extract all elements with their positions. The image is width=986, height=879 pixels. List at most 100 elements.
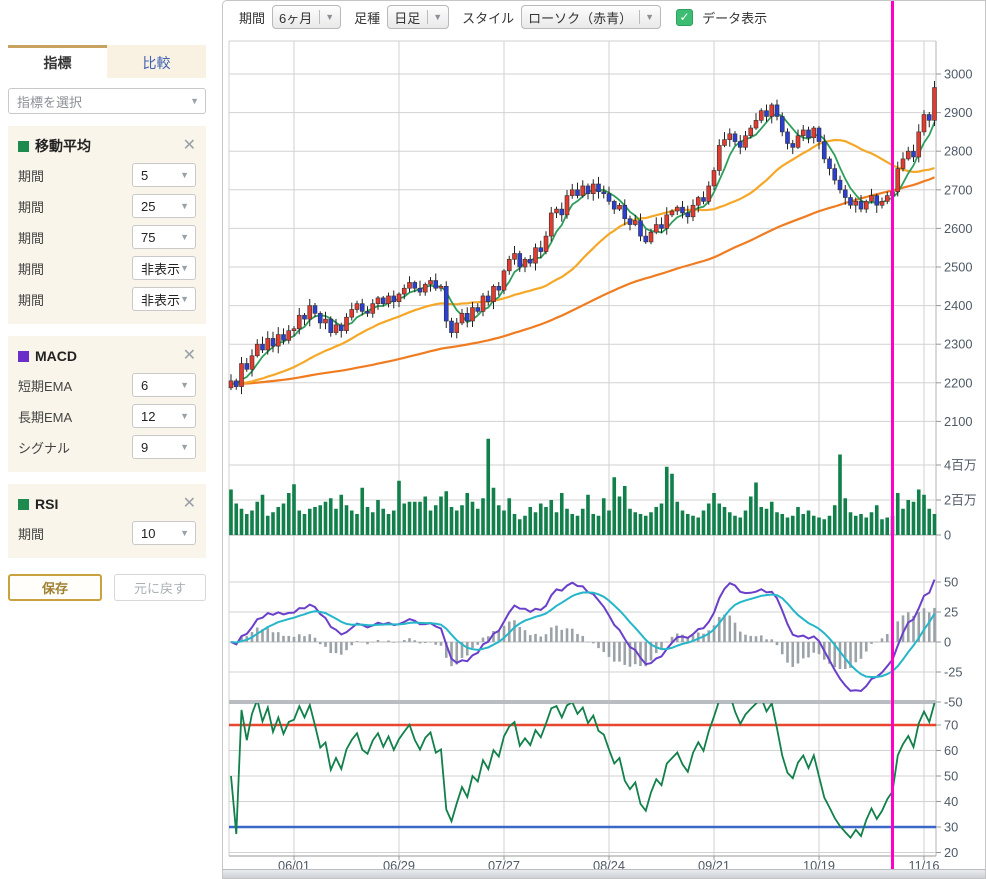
chevron-down-icon: ▼ xyxy=(180,170,189,180)
macd-fast-label: 短期EMA xyxy=(18,378,73,394)
macd-signal-label: シグナル xyxy=(18,440,71,456)
close-icon[interactable]: ✕ xyxy=(182,495,196,512)
svg-text:-25: -25 xyxy=(944,665,963,680)
period-label: 期間 xyxy=(239,10,266,26)
svg-text:2200: 2200 xyxy=(944,375,972,390)
close-icon[interactable]: ✕ xyxy=(182,137,196,154)
chevron-down-icon: ▼ xyxy=(325,12,335,22)
panel-rsi: RSI ✕ 期間 10 ▼ xyxy=(8,484,206,558)
rsi-period-label: 期間 xyxy=(18,526,45,542)
check-icon: ✓ xyxy=(679,10,690,24)
svg-text:50: 50 xyxy=(944,769,958,784)
close-icon[interactable]: ✕ xyxy=(182,347,196,364)
ma-period-1-value: 5 xyxy=(141,167,149,183)
sidebar-buttons: 保存 元に戻す xyxy=(8,574,206,601)
svg-text:3000: 3000 xyxy=(944,67,972,82)
sidebar-tabs: 指標 比較 xyxy=(8,45,206,78)
svg-text:4百万: 4百万 xyxy=(944,458,977,473)
ma-period-5-label: 期間 xyxy=(18,292,45,308)
chart-toolbar: 期間 6ヶ月 ▼ 足種 日足 ▼ スタイル ローソク（赤青） ▼ ✓ データ表示 xyxy=(223,1,985,33)
panel-macd: MACD ✕ 短期EMA 6 ▼ 長期EMA 12 ▼ シグナル 9 ▼ xyxy=(8,336,206,472)
indicator-select[interactable]: 指標を選択 ▼ xyxy=(8,88,206,114)
svg-text:0: 0 xyxy=(944,528,951,543)
divider xyxy=(639,10,641,24)
ma-period-3-select[interactable]: 75 ▼ xyxy=(132,225,196,249)
candle-type-select[interactable]: 日足 ▼ xyxy=(387,5,450,29)
period-value: 6ヶ月 xyxy=(279,10,313,26)
svg-text:2800: 2800 xyxy=(944,144,972,159)
panel-title: 移動平均 xyxy=(35,138,91,154)
svg-text:0: 0 xyxy=(944,635,951,650)
chevron-down-icon: ▼ xyxy=(190,96,199,106)
chevron-down-icon: ▼ xyxy=(180,294,189,304)
chevron-down-icon: ▼ xyxy=(180,263,189,273)
sidebar: 指標 比較 指標を選択 ▼ 移動平均 ✕ 期間 5 ▼ 期間 25 ▼ 期間 75 ▼… xyxy=(0,0,222,879)
candle-type-value: 日足 xyxy=(394,10,421,26)
tab-indicators[interactable]: 指標 xyxy=(8,45,107,78)
svg-text:2900: 2900 xyxy=(944,105,972,120)
tab-indicators-label: 指標 xyxy=(43,55,72,71)
chevron-down-icon: ▼ xyxy=(180,411,189,421)
macd-fast-select[interactable]: 6 ▼ xyxy=(132,373,196,397)
rsi-period-value: 10 xyxy=(141,525,156,541)
svg-text:20: 20 xyxy=(944,845,958,860)
divider xyxy=(319,10,321,24)
chevron-down-icon: ▼ xyxy=(180,442,189,452)
tab-compare-label: 比較 xyxy=(142,55,171,71)
ma-period-5-value: 非表示 xyxy=(141,292,181,308)
chevron-down-icon: ▼ xyxy=(180,201,189,211)
period-select[interactable]: 6ヶ月 ▼ xyxy=(272,5,342,29)
chevron-down-icon: ▼ xyxy=(180,232,189,242)
svg-text:70: 70 xyxy=(944,718,958,733)
chevron-down-icon: ▼ xyxy=(645,12,655,22)
svg-text:60: 60 xyxy=(944,743,958,758)
indicator-select-placeholder: 指標を選択 xyxy=(17,94,83,110)
svg-text:2700: 2700 xyxy=(944,182,972,197)
data-display-checkbox[interactable]: ✓ xyxy=(676,8,694,26)
svg-text:2500: 2500 xyxy=(944,260,972,275)
rsi-period-select[interactable]: 10 ▼ xyxy=(132,521,196,545)
ma-period-4-label: 期間 xyxy=(18,261,45,277)
svg-text:-50: -50 xyxy=(944,695,963,710)
chevron-down-icon: ▼ xyxy=(433,12,443,22)
macd-slow-value: 12 xyxy=(141,408,156,424)
save-button[interactable]: 保存 xyxy=(8,574,102,601)
macd-fast-value: 6 xyxy=(141,377,149,393)
macd-signal-select[interactable]: 9 ▼ xyxy=(132,435,196,459)
ma-period-3-label: 期間 xyxy=(18,230,45,246)
svg-text:25: 25 xyxy=(944,605,958,620)
ma-period-4-value: 非表示 xyxy=(141,261,181,277)
data-display-label: データ表示 xyxy=(702,10,768,26)
style-value: ローソク（赤青） xyxy=(528,10,633,26)
macd-color-swatch-icon xyxy=(18,350,29,362)
chart-container: 3000 2900 2800 2700 2600 2500 2400 2300 2200 2100… xyxy=(222,0,986,879)
macd-slow-select[interactable]: 12 ▼ xyxy=(132,404,196,428)
ma-period-4-select[interactable]: 非表示 ▼ xyxy=(132,256,196,280)
reset-button[interactable]: 元に戻す xyxy=(114,574,206,601)
chevron-down-icon: ▼ xyxy=(180,528,189,538)
style-select[interactable]: ローソク（赤青） ▼ xyxy=(521,5,662,29)
svg-text:2100: 2100 xyxy=(944,414,972,429)
svg-text:30: 30 xyxy=(944,820,958,835)
chevron-down-icon: ▼ xyxy=(180,380,189,390)
ma-color-swatch-icon xyxy=(18,140,29,152)
stock-chart[interactable]: 3000290028002700260025002400230022002100… xyxy=(223,1,985,878)
macd-slow-label: 長期EMA xyxy=(18,409,73,425)
svg-text:2百万: 2百万 xyxy=(944,493,977,508)
ma-period-2-value: 25 xyxy=(141,198,156,214)
candle-type-label: 足種 xyxy=(354,10,381,26)
tab-compare[interactable]: 比較 xyxy=(107,45,206,78)
svg-text:2400: 2400 xyxy=(944,298,972,313)
rsi-color-swatch-icon xyxy=(18,498,29,510)
ma-period-1-select[interactable]: 5 ▼ xyxy=(132,163,196,187)
svg-text:40: 40 xyxy=(944,794,958,809)
macd-signal-value: 9 xyxy=(141,439,149,455)
panel-title: RSI xyxy=(35,496,59,512)
horizontal-scrollbar[interactable] xyxy=(223,869,985,878)
ma-period-5-select[interactable]: 非表示 ▼ xyxy=(132,287,196,311)
panel-title: MACD xyxy=(35,348,77,364)
panel-moving-average: 移動平均 ✕ 期間 5 ▼ 期間 25 ▼ 期間 75 ▼ 期間 非表示 ▼ 期間 非表… xyxy=(8,126,206,324)
svg-text:50: 50 xyxy=(944,575,958,590)
ma-period-2-select[interactable]: 25 ▼ xyxy=(132,194,196,218)
ma-period-3-value: 75 xyxy=(141,229,156,245)
